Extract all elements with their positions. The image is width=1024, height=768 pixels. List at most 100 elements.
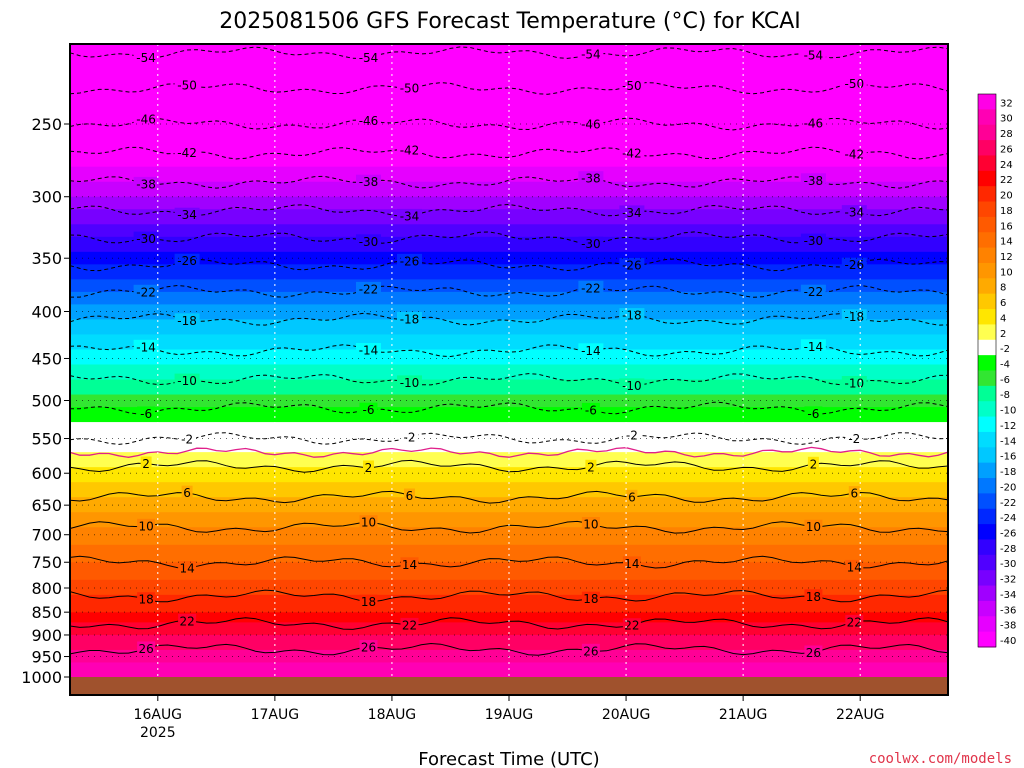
- temperature-band: [70, 527, 948, 531]
- contour-label-bg: [841, 376, 867, 389]
- temperature-band: [70, 539, 948, 543]
- colorbar-swatch: [978, 186, 996, 203]
- colorbar-swatch: [978, 478, 996, 494]
- temperature-band: [70, 634, 948, 639]
- temperature-band: [70, 497, 948, 501]
- temperature-band: [70, 294, 948, 298]
- colorbar-swatch: [978, 600, 996, 617]
- contour-label: 2: [365, 461, 373, 475]
- chart-title: 2025081506 GFS Forecast Temperature (°C)…: [219, 9, 801, 34]
- contour-label: -38: [359, 175, 379, 189]
- temperature-band: [70, 642, 948, 646]
- contour-label: 18: [138, 593, 153, 607]
- contour-label-bg: [174, 78, 200, 92]
- temperature-band: [70, 316, 948, 321]
- contour-label: -42: [177, 146, 197, 160]
- contour-label-bg: [845, 559, 864, 573]
- contour-label-bg: [356, 234, 381, 248]
- contour-label: -14: [136, 340, 156, 354]
- contour-label: 26: [806, 646, 821, 660]
- temperature-band: [70, 84, 948, 88]
- temperature-band: [70, 519, 948, 523]
- temperature-band: [70, 64, 948, 68]
- contour-label: -46: [136, 113, 156, 127]
- y-tick-label: 450: [31, 349, 62, 368]
- contour-label: 22: [402, 618, 417, 632]
- temperature-band: [70, 664, 948, 669]
- temperature-band: [70, 537, 948, 541]
- colorbar-label: 22: [1000, 175, 1013, 186]
- contour-label-bg: [404, 488, 415, 502]
- temperature-band: [70, 462, 948, 466]
- colorbar-label: -20: [1000, 482, 1016, 493]
- y-tick-label: 700: [31, 526, 62, 545]
- contour-label-bg: [133, 50, 159, 64]
- temperature-band: [70, 281, 948, 285]
- contour-label-bg: [174, 373, 200, 387]
- contour-label-bg: [359, 640, 378, 653]
- contour-label-bg: [178, 561, 197, 574]
- temperature-band: [70, 351, 948, 356]
- temperature-band: [70, 76, 948, 80]
- contour-label-bg: [133, 112, 159, 125]
- temperature-band: [70, 154, 948, 158]
- colorbar-swatch: [978, 216, 996, 233]
- contour-label: -18: [400, 313, 420, 327]
- x-tick-label: 20AUG: [602, 707, 651, 723]
- colorbar-label: -28: [1000, 544, 1016, 555]
- colorbar-label: 8: [1000, 283, 1006, 294]
- temperature-band: [70, 604, 948, 608]
- temperature-band: [70, 329, 948, 333]
- contour-label: 2: [587, 460, 595, 474]
- temperature-band: [70, 236, 948, 240]
- contour-label-bg: [356, 174, 381, 188]
- temperature-band: [70, 296, 948, 300]
- temperature-band: [70, 324, 948, 328]
- contour-label: 14: [179, 562, 194, 576]
- temperature-band: [70, 339, 948, 343]
- temperature-band: [70, 644, 948, 649]
- temperature-band: [70, 239, 948, 243]
- temperature-band: [70, 334, 948, 338]
- temperature-band: [70, 389, 948, 393]
- colorbar-swatch: [978, 416, 996, 433]
- temperature-band: [70, 387, 948, 391]
- isotherm-line: [69, 589, 949, 603]
- contour-label: 26: [361, 641, 376, 655]
- temperature-band: [70, 251, 948, 255]
- temperature-band: [70, 544, 948, 548]
- colorbar-swatch: [978, 539, 996, 556]
- contour-label-bg: [356, 343, 381, 356]
- temperature-band: [70, 141, 948, 145]
- colorbar-label: -22: [1000, 498, 1016, 509]
- temperature-band: [70, 204, 948, 208]
- colorbar-label: 2: [1000, 329, 1006, 340]
- temperature-band: [70, 467, 948, 471]
- colorbar-label: -36: [1000, 605, 1016, 616]
- contour-label: 2: [142, 457, 150, 471]
- colorbar-swatch: [978, 385, 996, 402]
- y-tick-label: 350: [31, 249, 62, 268]
- colorbar-label: 24: [1000, 160, 1013, 171]
- temperature-band: [70, 69, 948, 73]
- colorbar-label: 18: [1000, 206, 1013, 217]
- x-tick-label: 22AUG: [836, 707, 885, 723]
- temperature-band: [70, 111, 948, 115]
- colorbar-label: -4: [1000, 360, 1010, 371]
- contour-label: -14: [359, 344, 379, 358]
- temperature-band: [70, 424, 948, 428]
- contour-label: -34: [400, 209, 420, 223]
- contour-label-bg: [356, 281, 381, 295]
- contour-label-bg: [626, 489, 638, 503]
- temperature-band: [70, 579, 948, 583]
- temperature-band: [70, 552, 948, 556]
- contour-label: -22: [581, 281, 601, 295]
- temperature-band: [70, 554, 948, 558]
- temperature-band: [70, 614, 948, 618]
- contour-label: -54: [136, 51, 156, 65]
- temperature-band: [70, 627, 948, 631]
- contour-label: 6: [850, 487, 858, 501]
- colorbar-swatch: [978, 554, 996, 571]
- temperature-band: [70, 54, 948, 58]
- colorbar-swatch: [978, 339, 996, 356]
